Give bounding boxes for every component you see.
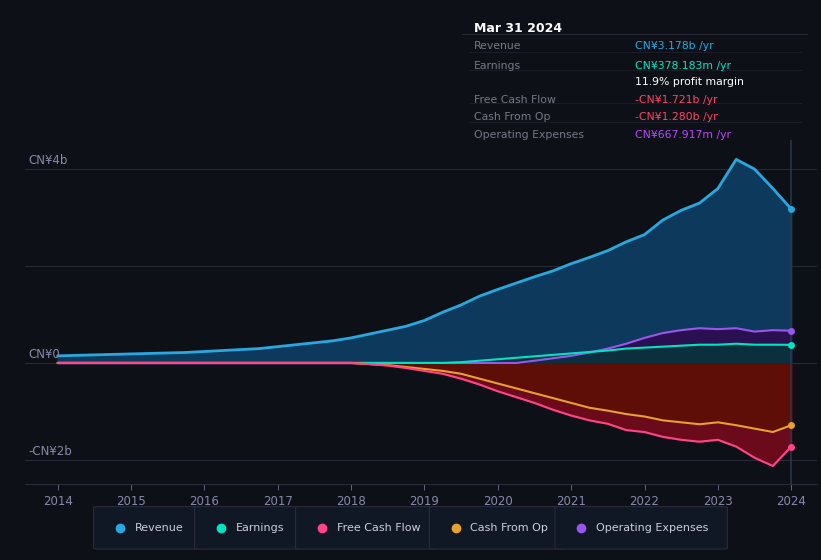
Text: -CN¥1.280b /yr: -CN¥1.280b /yr <box>635 113 718 122</box>
Text: Mar 31 2024: Mar 31 2024 <box>475 22 562 35</box>
Text: Operating Expenses: Operating Expenses <box>475 130 585 140</box>
Text: Operating Expenses: Operating Expenses <box>596 523 709 533</box>
FancyBboxPatch shape <box>429 507 565 549</box>
Text: CN¥4b: CN¥4b <box>28 153 67 167</box>
Text: 11.9% profit margin: 11.9% profit margin <box>635 77 744 87</box>
FancyBboxPatch shape <box>296 507 439 549</box>
Text: CN¥3.178b /yr: CN¥3.178b /yr <box>635 41 713 51</box>
FancyBboxPatch shape <box>555 507 727 549</box>
Text: CN¥0: CN¥0 <box>28 348 60 361</box>
Text: Revenue: Revenue <box>475 41 522 51</box>
Text: Cash From Op: Cash From Op <box>470 523 548 533</box>
FancyBboxPatch shape <box>195 507 305 549</box>
Text: Cash From Op: Cash From Op <box>475 113 551 122</box>
Text: Free Cash Flow: Free Cash Flow <box>475 95 556 105</box>
FancyBboxPatch shape <box>94 507 204 549</box>
Text: -CN¥1.721b /yr: -CN¥1.721b /yr <box>635 95 718 105</box>
Text: Earnings: Earnings <box>236 523 284 533</box>
Text: Earnings: Earnings <box>475 61 521 71</box>
Text: CN¥667.917m /yr: CN¥667.917m /yr <box>635 130 731 140</box>
Text: Revenue: Revenue <box>135 523 183 533</box>
Text: -CN¥2b: -CN¥2b <box>28 445 72 458</box>
Text: CN¥378.183m /yr: CN¥378.183m /yr <box>635 61 731 71</box>
Text: Free Cash Flow: Free Cash Flow <box>337 523 420 533</box>
